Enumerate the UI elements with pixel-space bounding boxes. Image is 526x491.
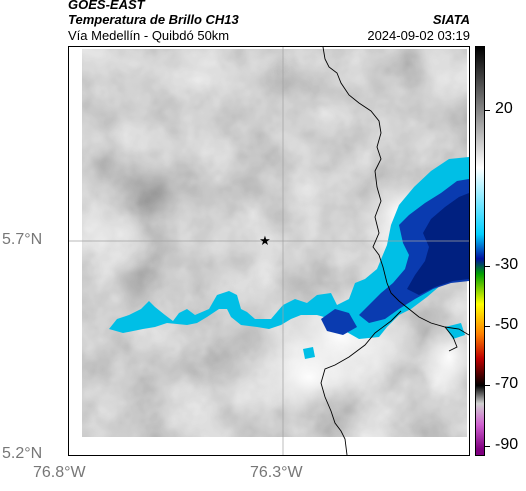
colorbar-label: -30 [495, 256, 519, 273]
route-subtitle: Vía Medellín - Quibdó 50km [68, 28, 230, 43]
colorbar-label: -50 [495, 316, 519, 333]
colorbar-label: 20 [495, 100, 513, 117]
lat-tick-label: 5.7°N [2, 231, 43, 248]
cold-cloud-outer [109, 157, 469, 339]
bright-region [249, 337, 369, 417]
agency-label: SIATA [432, 12, 470, 27]
cold-cloud-fragment [445, 323, 465, 339]
department-border [320, 310, 402, 455]
colorbar-label: -70 [495, 375, 519, 392]
cold-cloud-core [407, 193, 469, 295]
satellite-map: ★ [68, 46, 470, 456]
colorbar-tick [485, 110, 490, 111]
colorbar-tick [485, 266, 490, 267]
department-border [444, 326, 458, 352]
datetime-label: 2024-09-02 03:19 [367, 28, 470, 43]
map-canvas: ★ [69, 47, 469, 455]
department-border [322, 47, 469, 336]
temperature-colorbar [475, 46, 485, 456]
cold-cloud-fragment [303, 347, 315, 359]
product-title: Temperatura de Brillo CH13 [68, 12, 239, 27]
colorbar-tick [485, 446, 490, 447]
satellite-title: GOES-EAST [68, 0, 145, 12]
colorbar-tick [485, 385, 490, 386]
cold-cloud-mid [321, 309, 357, 335]
colorbar-tick [485, 326, 490, 327]
lon-tick-label: 76.3°W [250, 464, 303, 481]
route-marker-star: ★ [259, 234, 271, 249]
colorbar-label: -90 [495, 436, 519, 453]
lat-tick-label: 5.2°N [2, 445, 43, 462]
lon-tick-label: 76.8°W [33, 464, 86, 481]
